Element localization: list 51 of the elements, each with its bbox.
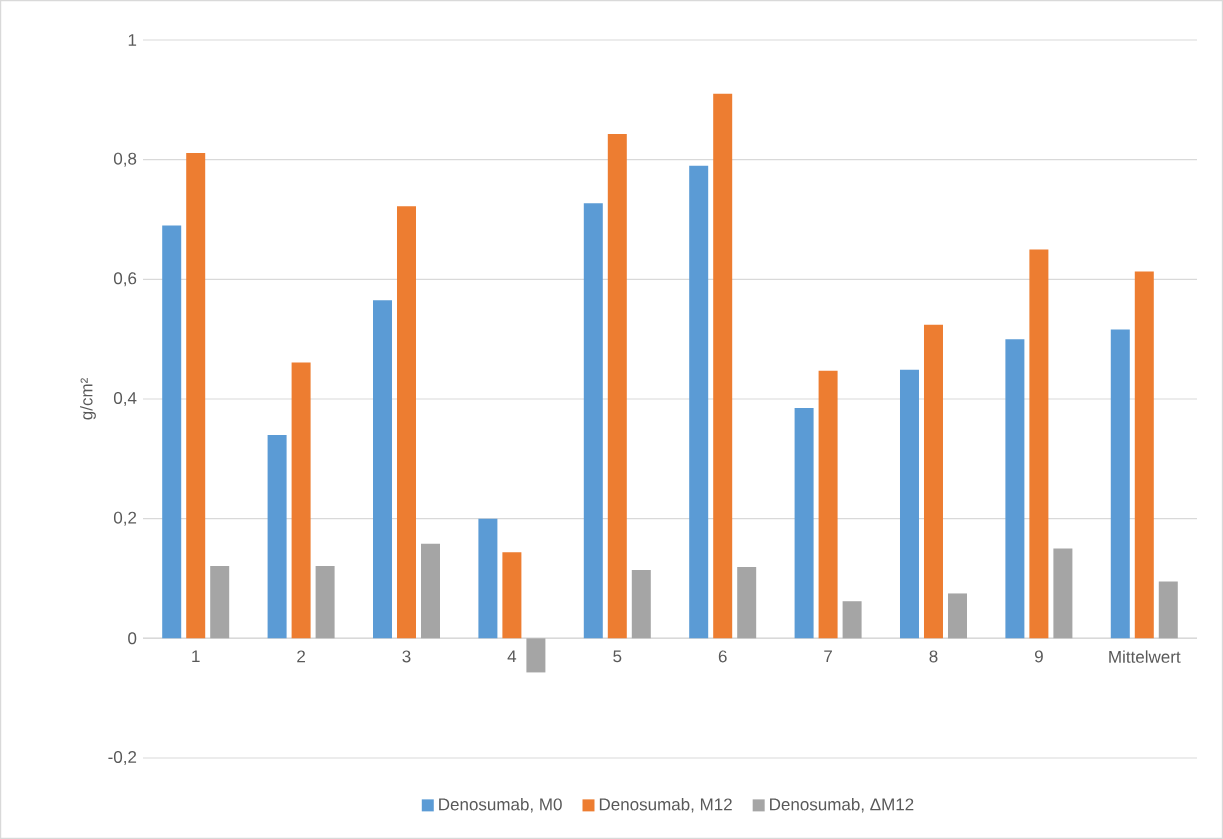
bar [315,565,335,639]
bar [1029,249,1049,639]
x-tick-label: 6 [718,650,727,663]
x-tick-label: 4 [507,650,517,663]
y-tick-label: 1 [128,34,137,46]
x-tick-label: 5 [613,650,622,663]
bar [607,133,627,639]
x-tick-label: Mittelwert [1109,650,1181,663]
x-tick-label: 1 [192,650,200,663]
bar [186,153,206,639]
bar [947,593,967,639]
bar [291,362,311,639]
bar [900,369,919,639]
y-axis-title: g/cm² [80,378,96,420]
legend-label: Denosumab, M0 [439,797,562,813]
y-tick-label: 0,6 [113,272,137,287]
x-tick-label: 3 [402,650,411,663]
y-tick-label: 0 [128,632,137,645]
bar [818,370,838,639]
bar [689,165,709,639]
bar [421,543,440,639]
bar [526,638,546,673]
x-tick-label: 2 [297,650,305,663]
x-tick-label: 7 [824,650,832,663]
bar [397,206,416,639]
y-tick-label: 0,2 [113,511,137,526]
bar [1053,548,1073,639]
bar [794,407,814,639]
bar [1005,339,1025,639]
bar [583,203,603,639]
y-tick-label: -0,2 [108,750,137,765]
y-tick-label: 0,4 [113,391,137,406]
bar [1158,581,1178,639]
bar [842,601,862,639]
bar [162,225,182,639]
y-tick-label: 0,8 [113,152,137,167]
bar [1134,271,1154,639]
bar [1110,329,1130,639]
bar [373,300,392,639]
bar [267,434,287,639]
bar [502,552,522,639]
bar [478,518,498,639]
bar [713,93,733,639]
bar [631,570,651,639]
legend-label: Denosumab, M12 [599,797,732,813]
bar [923,324,943,639]
x-tick-label: 9 [1034,650,1043,663]
legend-label: Denosumab, ΔM12 [770,797,914,813]
x-tick-label: 8 [929,650,938,663]
bar [737,567,757,639]
bar [210,565,230,639]
